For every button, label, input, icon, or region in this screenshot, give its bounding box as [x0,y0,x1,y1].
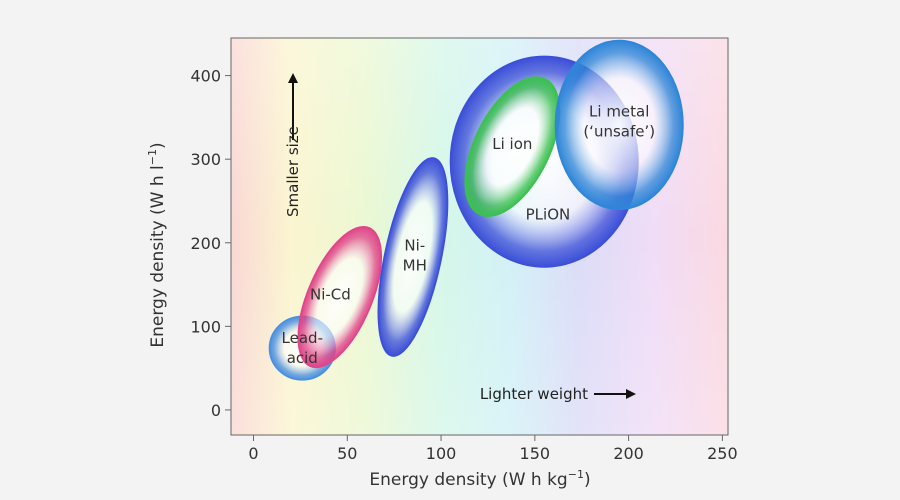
y-tick-label: 300 [190,150,221,169]
y-tick-label: 400 [190,67,221,86]
regions-layer [268,39,684,381]
x-tick-label: 100 [426,444,457,463]
smaller-size-label: Smaller size [284,126,302,217]
x-tick-label: 50 [337,444,357,463]
region-label-plion: PLiON [526,205,571,223]
region-li-ion [464,76,561,217]
x-tick-label: 150 [520,444,551,463]
region-label-li-ion: Li ion [492,135,532,153]
y-tick-label: 0 [211,401,221,420]
region-label-ni-mh: Ni- MH [403,236,427,274]
region-label-lead-acid: Lead-acid [282,329,323,367]
region-label-line: Li metal [589,103,649,121]
x-axis-title: Energy density (W h kg−1) [369,468,590,490]
y-axis: 0 100 200 300 400 [190,67,231,420]
y-tick-label: 100 [190,317,221,336]
region-label-li-metal-unsafe: Li metal (‘unsafe’) [583,103,655,141]
region-label-line: acid [287,349,318,367]
x-tick-label: 250 [707,444,738,463]
region-label-line: MH [403,256,427,274]
region-li-metal-unsafe [554,39,684,211]
y-tick-label: 200 [190,234,221,253]
region-label-line: (‘unsafe’) [583,123,655,141]
region-labels-layer: Lead-acid Ni-Cd Ni- MH PLiON Li ion Li metal (‘… [282,103,656,367]
region-label-ni-cd: Ni-Cd [310,286,351,304]
lighter-weight-label: Lighter weight [480,385,588,403]
x-axis: 0 50 100 150 200 250 [248,435,738,463]
x-tick-label: 200 [613,444,644,463]
y-axis-title: Energy density (W h l−1) [146,142,168,347]
region-label-line: PLiON [526,205,571,223]
region-label-line: Li ion [492,135,532,153]
region-label-line: Lead- [282,329,323,347]
region-label-line: Ni- [404,236,425,254]
x-tick-label: 0 [248,444,258,463]
region-ni-cd [297,225,383,369]
plot-frame [230,37,729,436]
region-ni-mh [377,157,449,357]
region-label-line: Ni-Cd [310,286,351,304]
